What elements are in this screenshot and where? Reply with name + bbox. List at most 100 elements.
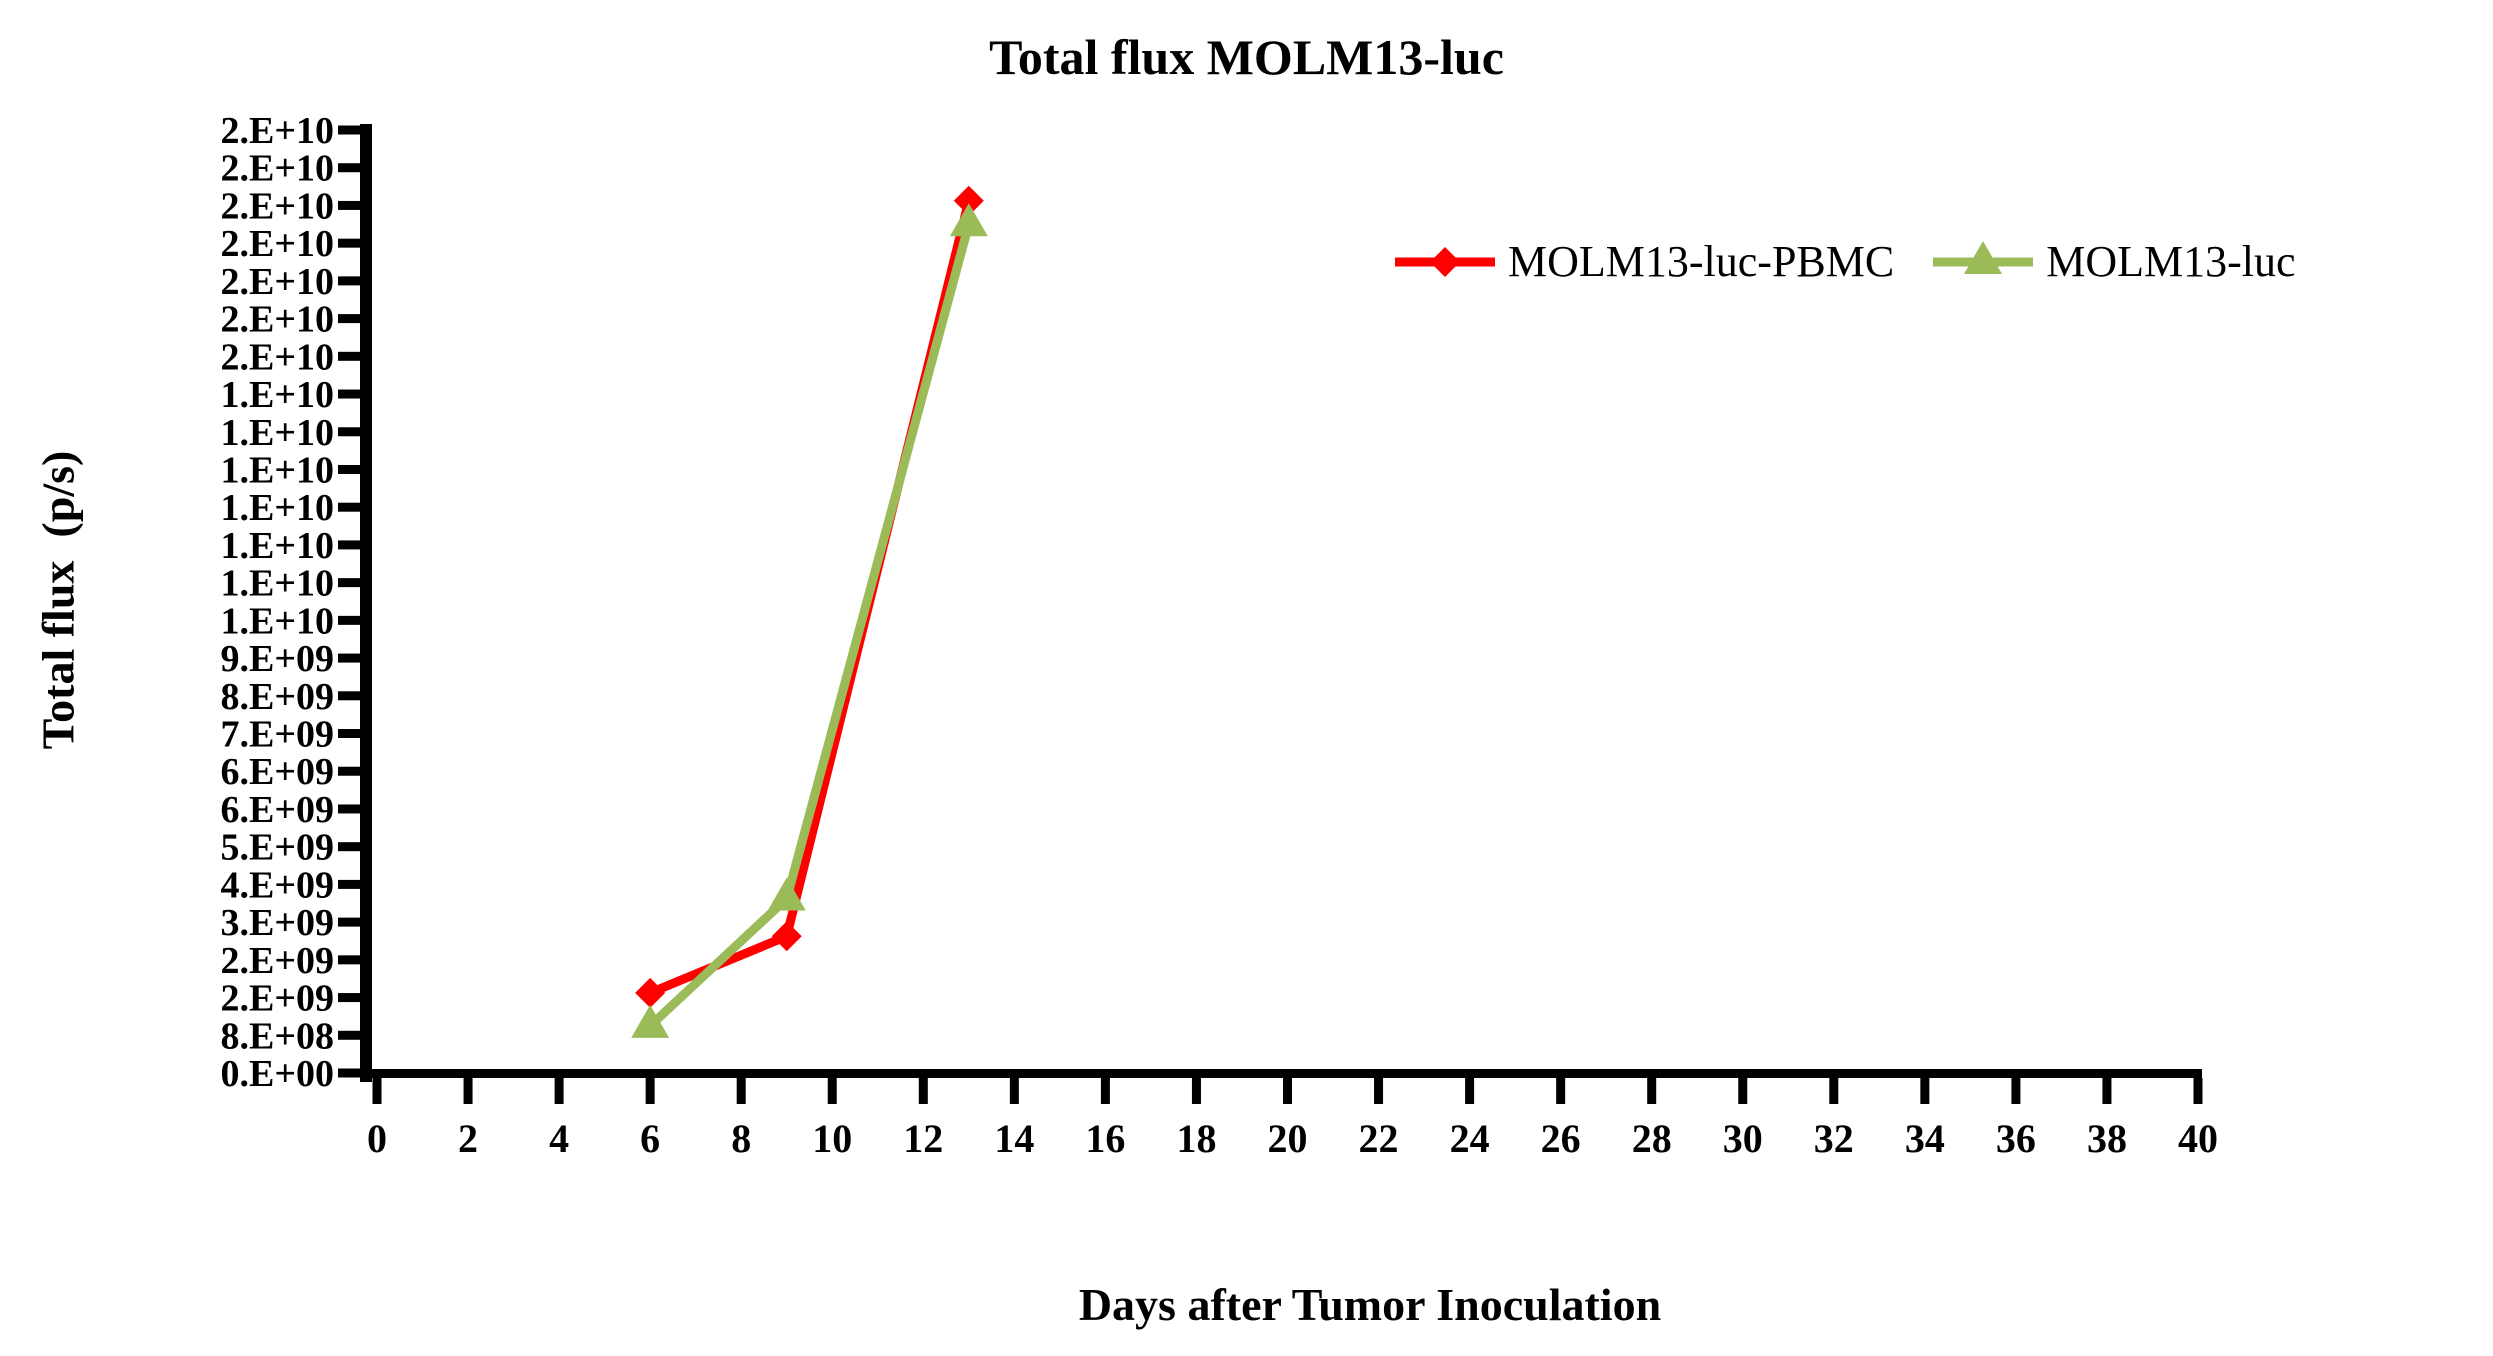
x-tick-label: 34 — [1905, 1116, 1945, 1161]
y-tick — [338, 993, 360, 1003]
x-tick-label: 10 — [812, 1116, 852, 1161]
data-point-marker-triangle — [631, 1004, 670, 1038]
x-tick — [1100, 1078, 1110, 1104]
x-tick-label: 12 — [903, 1116, 943, 1161]
x-axis-line — [360, 1069, 2202, 1078]
y-tick-label: 2.E+10 — [221, 336, 335, 378]
y-tick-label: 3.E+09 — [221, 902, 335, 944]
data-point-marker-diamond — [953, 185, 984, 216]
y-tick — [338, 314, 360, 324]
y-tick — [338, 427, 360, 437]
x-tick — [1465, 1078, 1475, 1104]
y-tick — [338, 1068, 360, 1078]
y-tick — [338, 351, 360, 361]
x-tick — [1829, 1078, 1839, 1104]
y-tick-label: 0.E+00 — [221, 1053, 335, 1095]
legend-marker-triangle-icon — [1933, 240, 2034, 274]
data-point-marker-triangle — [767, 877, 806, 911]
x-tick-label: 26 — [1541, 1116, 1581, 1161]
legend-item-molm13-luc: MOLM13-luc — [1930, 236, 2296, 287]
y-tick — [338, 955, 360, 965]
legend-label-molm13-luc-pbmc: MOLM13-luc-PBMC — [1508, 237, 1895, 286]
y-tick-label: 2.E+10 — [221, 185, 335, 227]
x-tick — [1374, 1078, 1384, 1104]
y-tick — [338, 729, 360, 739]
x-axis-title: Days after Tumor Inoculation — [1078, 1279, 1662, 1330]
x-tick-label: 28 — [1632, 1116, 1672, 1161]
x-tick — [1920, 1078, 1930, 1104]
y-tick — [338, 125, 360, 135]
x-tick-label: 6 — [640, 1116, 660, 1161]
x-tick-label: 0 — [367, 1116, 387, 1161]
x-tick — [372, 1078, 382, 1104]
y-tick-label: 2.E+09 — [221, 940, 335, 982]
x-tick-label: 22 — [1359, 1116, 1399, 1161]
x-tick — [1556, 1078, 1566, 1104]
x-tick — [1738, 1078, 1748, 1104]
y-tick-label: 7.E+09 — [221, 714, 335, 756]
y-tick-label: 2.E+10 — [221, 223, 335, 265]
y-tick — [338, 879, 360, 889]
y-tick — [338, 842, 360, 852]
x-tick — [554, 1078, 564, 1104]
y-tick — [338, 653, 360, 663]
y-tick — [338, 804, 360, 814]
y-tick — [338, 691, 360, 701]
x-tick-label: 2 — [458, 1116, 478, 1161]
x-tick-label: 14 — [994, 1116, 1034, 1161]
x-tick-label: 32 — [1814, 1116, 1854, 1161]
x-tick-label: 30 — [1723, 1116, 1763, 1161]
y-tick — [338, 163, 360, 173]
x-tick-label: 16 — [1085, 1116, 1125, 1161]
y-tick — [338, 276, 360, 286]
x-tick — [736, 1078, 746, 1104]
series-line — [648, 199, 974, 998]
y-axis-line — [360, 124, 372, 1082]
y-tick — [338, 615, 360, 625]
x-tick-label: 8 — [731, 1116, 751, 1161]
x-tick — [1647, 1078, 1657, 1104]
y-tick — [338, 464, 360, 474]
x-tick — [1283, 1078, 1292, 1104]
chart-title: Total flux MOLM13-luc — [989, 29, 1504, 85]
x-tick-label: 18 — [1176, 1116, 1216, 1161]
y-tick-label: 8.E+08 — [221, 1015, 335, 1057]
legend-label-molm13-luc: MOLM13-luc — [2046, 237, 2296, 286]
legend-triangle-marker — [1964, 240, 2003, 274]
y-tick-label: 5.E+09 — [221, 827, 335, 869]
y-tick-label: 2.E+09 — [221, 978, 335, 1020]
x-tick — [463, 1078, 473, 1104]
x-tick — [1009, 1078, 1019, 1104]
legend-item-molm13-luc-pbmc: MOLM13-luc-PBMC — [1392, 236, 1894, 287]
y-tick-label: 8.E+09 — [221, 676, 335, 718]
x-tick — [2193, 1078, 2203, 1104]
x-tick — [645, 1078, 655, 1104]
y-tick — [338, 389, 360, 399]
data-point-marker-diamond — [771, 921, 802, 952]
axes: 0.E+008.E+082.E+092.E+093.E+094.E+095.E+… — [221, 110, 2219, 1161]
y-tick-label: 2.E+10 — [221, 299, 335, 341]
x-tick-label: 20 — [1268, 1116, 1308, 1161]
series-line — [647, 223, 974, 1030]
legend: MOLM13-luc-PBMC MOLM13-luc — [1392, 236, 2296, 287]
y-tick-label: 6.E+09 — [221, 789, 335, 831]
y-tick — [338, 1030, 360, 1040]
x-tick-label: 4 — [549, 1116, 569, 1161]
y-tick — [338, 200, 360, 210]
data-point-marker-diamond — [635, 977, 666, 1008]
y-tick-label: 1.E+10 — [221, 600, 335, 642]
y-tick-label: 2.E+10 — [221, 110, 335, 152]
legend-diamond-marker — [1430, 246, 1460, 277]
y-tick-label: 1.E+10 — [221, 487, 335, 529]
y-tick — [338, 502, 360, 512]
series-MOLM13-luc-PBMC — [635, 185, 984, 1008]
y-tick-label: 2.E+10 — [221, 261, 335, 303]
x-tick — [827, 1078, 837, 1104]
y-tick-label: 4.E+09 — [221, 864, 335, 906]
y-tick-label: 1.E+10 — [221, 374, 335, 416]
y-tick — [338, 766, 360, 776]
x-tick-label: 36 — [1996, 1116, 2036, 1161]
x-tick — [2011, 1078, 2021, 1104]
y-tick-label: 6.E+09 — [221, 751, 335, 793]
